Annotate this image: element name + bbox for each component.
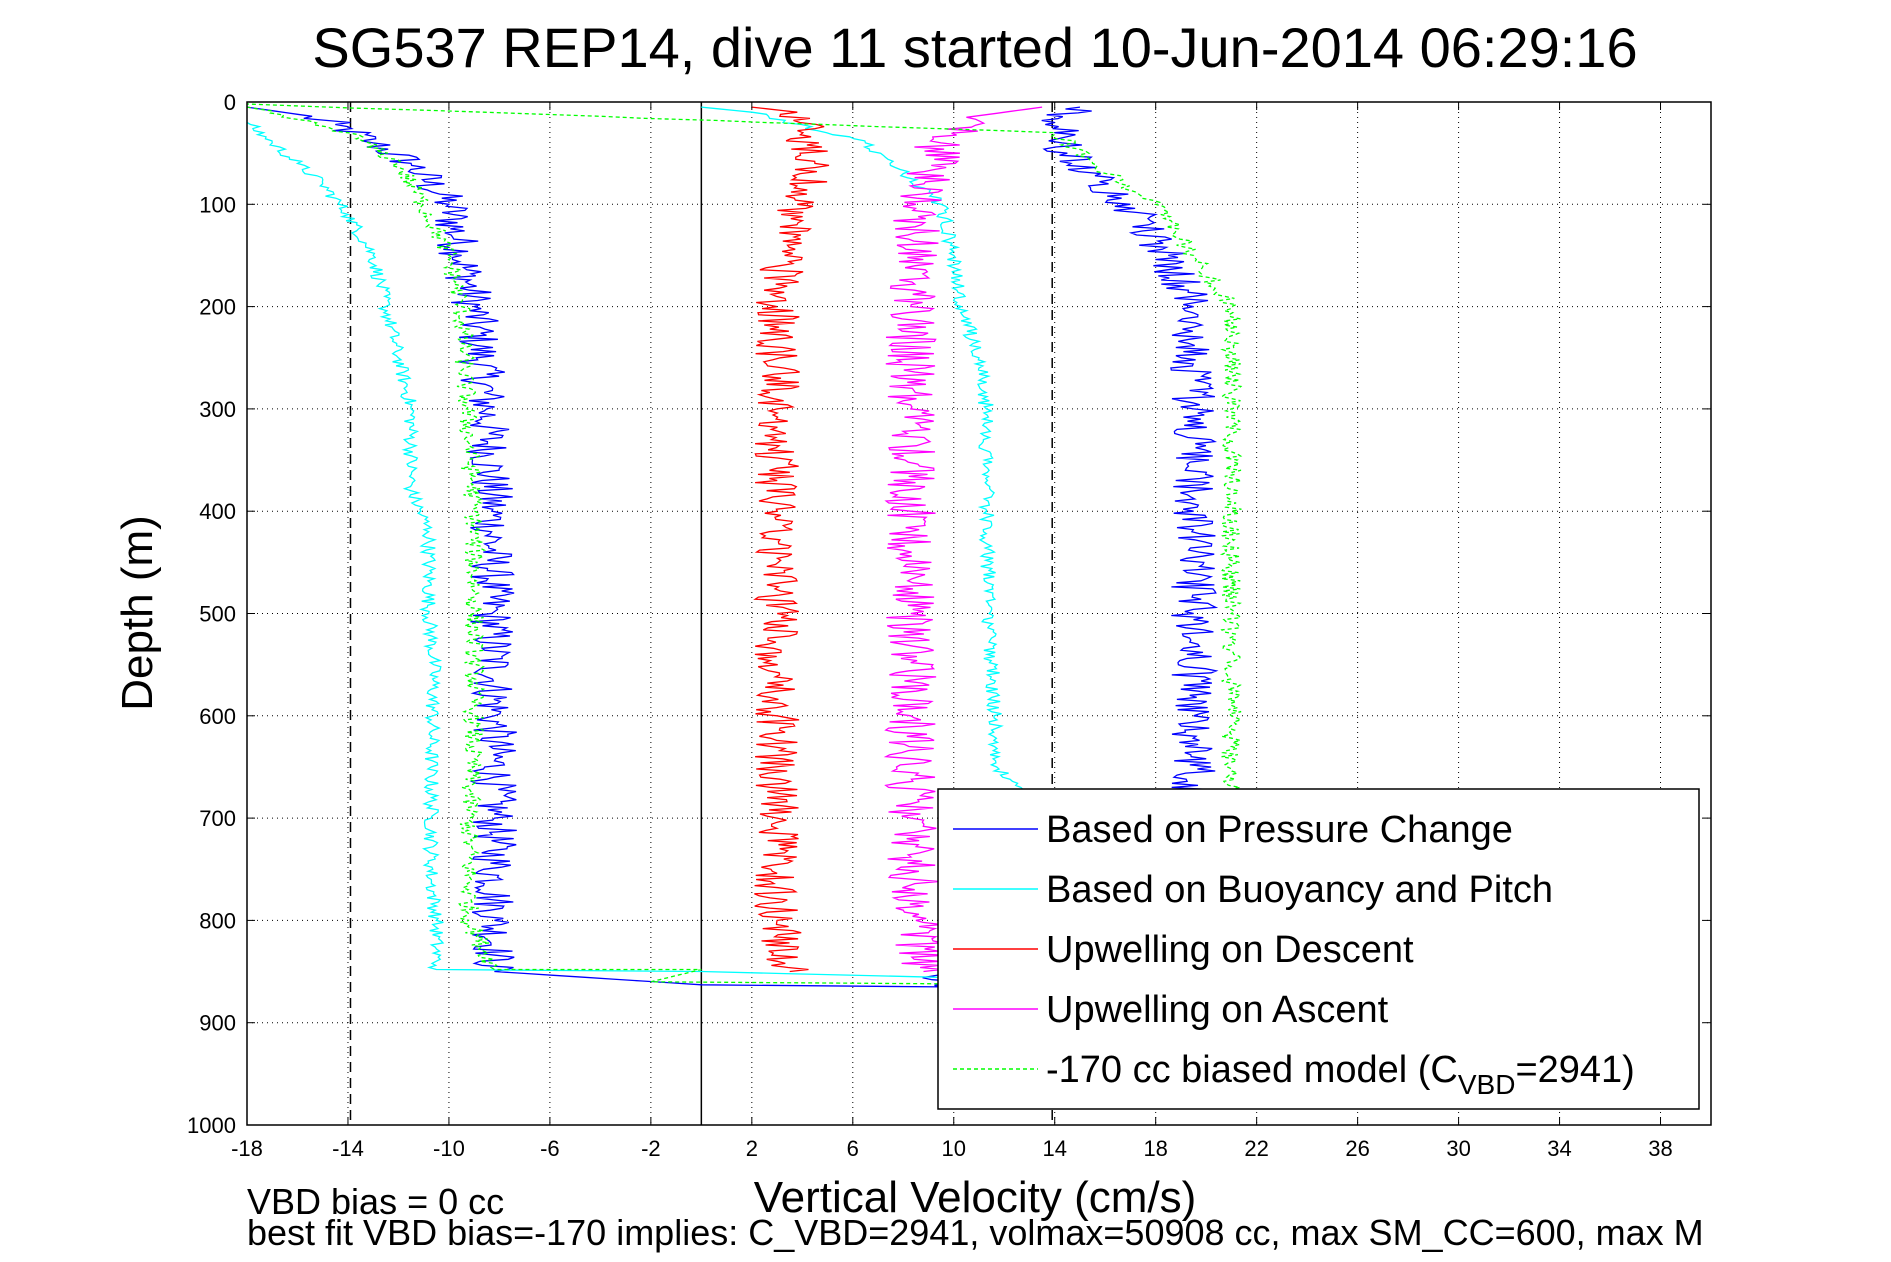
legend-label-text: Upwelling on Ascent (1046, 989, 1389, 1031)
y-tick-label: 500 (199, 602, 236, 627)
x-tick-label: -6 (540, 1136, 560, 1161)
y-tick-label: 0 (224, 90, 236, 115)
x-tick-label: 14 (1042, 1136, 1066, 1161)
y-tick-label: 100 (199, 192, 236, 217)
x-tick-label: 18 (1143, 1136, 1167, 1161)
x-tick-label: 38 (1648, 1136, 1672, 1161)
y-tick-label: 1000 (187, 1113, 236, 1138)
x-axis-label: Vertical Velocity (cm/s) (754, 1173, 1197, 1222)
legend-label: Based on Pressure Change (1046, 809, 1513, 851)
y-tick-label: 400 (199, 499, 236, 524)
x-tick-label: 30 (1446, 1136, 1470, 1161)
legend-label-text: Upwelling on Descent (1046, 929, 1414, 971)
y-tick-label: 800 (199, 908, 236, 933)
footer-line-2: best fit VBD bias=-170 implies: C_VBD=29… (247, 1212, 1704, 1253)
legend-label: Upwelling on Descent (1046, 929, 1414, 971)
x-tick-label: 6 (847, 1136, 859, 1161)
x-tick-label: 2 (746, 1136, 758, 1161)
legend-label: -170 cc biased model (CVBD=2941) (1046, 1049, 1635, 1100)
series-line (883, 106, 1043, 973)
legend-label-text: Based on Pressure Change (1046, 809, 1513, 851)
chart-title: SG537 REP14, dive 11 started 10-Jun-2014… (312, 16, 1637, 79)
x-tick-label: -2 (641, 1136, 661, 1161)
x-axis-ticks: -18 -14 -10 -6 -2 2 6 10 14 18 22 26 30 34 38 (231, 102, 1673, 1161)
x-tick-label: -18 (231, 1136, 263, 1161)
y-axis-ticks: 0 100 200 300 400 500 600 700 800 900 1000 (187, 90, 1711, 1138)
legend-box (937, 788, 1700, 1110)
legend-label: Based on Buoyancy and Pitch (1046, 869, 1553, 911)
x-tick-label: 34 (1547, 1136, 1571, 1161)
y-tick-label: 700 (199, 806, 236, 831)
y-tick-label: 300 (199, 397, 236, 422)
footer-line-1: VBD bias = 0 cc (247, 1181, 504, 1222)
x-tick-label: 22 (1244, 1136, 1268, 1161)
legend-label-text: -170 cc biased model (C (1046, 1049, 1458, 1091)
x-tick-label: -10 (433, 1136, 465, 1161)
y-tick-label: 200 (199, 295, 236, 320)
y-tick-label: 900 (199, 1011, 236, 1036)
y-axis-label: Depth (m) (113, 515, 162, 711)
legend-label: Upwelling on Ascent (1046, 989, 1389, 1031)
y-tick-label: 600 (199, 704, 236, 729)
legend: Based on Pressure Change Based on Buoyanc… (937, 788, 1700, 1110)
x-tick-label: -14 (332, 1136, 364, 1161)
x-tick-label: 26 (1345, 1136, 1369, 1161)
legend-label-text: Based on Buoyancy and Pitch (1046, 869, 1553, 911)
series-line (246, 103, 1243, 985)
legend-label-subscript: VBD (1458, 1069, 1516, 1100)
x-tick-label: 10 (942, 1136, 966, 1161)
series-line (751, 106, 830, 973)
legend-label-suffix: =2941) (1515, 1049, 1634, 1091)
